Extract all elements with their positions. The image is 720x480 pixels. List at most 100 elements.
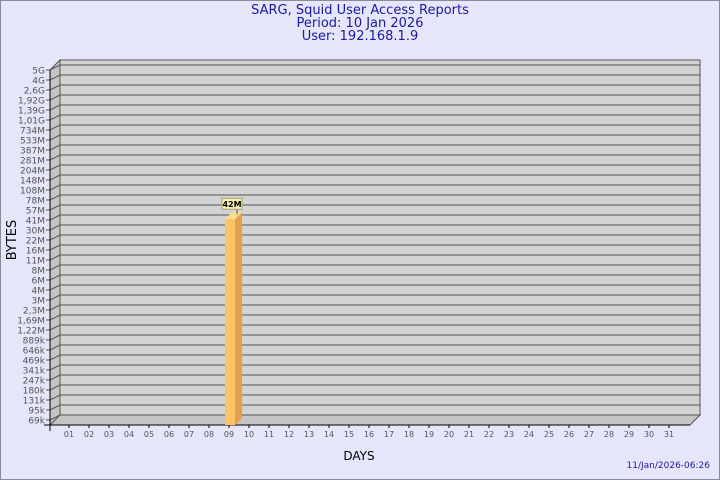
tick-mark: [49, 274, 61, 281]
y-tick-label: 646k: [23, 347, 46, 357]
tick-mark: [49, 244, 61, 251]
x-tick-label: 31: [664, 430, 674, 439]
x-tick-label: 26: [564, 430, 574, 439]
y-tick-label: 180k: [23, 387, 46, 397]
tick-mark: [49, 164, 61, 171]
y-tick-label: 204M: [20, 167, 45, 177]
y-tick-label: 108M: [20, 187, 45, 197]
tick-mark: [49, 134, 61, 141]
tick-mark: [49, 264, 61, 271]
y-tick-label: 1,22M: [17, 327, 45, 337]
tick-mark: [49, 364, 61, 371]
data-label: 42M: [222, 200, 241, 209]
x-axis-label: DAYS: [343, 449, 374, 463]
y-tick-label: 16M: [26, 247, 45, 257]
y-tick-label: 4M: [32, 287, 46, 297]
y-tick-label: 889k: [23, 337, 46, 347]
tick-mark: [49, 144, 61, 151]
y-tick-label: 734M: [20, 127, 45, 137]
chart-period: Period: 10 Jan 2026: [296, 16, 424, 31]
plot-left-wall: [49, 58, 61, 427]
y-tick-label: 41M: [26, 217, 45, 227]
tick-mark: [49, 294, 61, 301]
tick-mark: [49, 404, 61, 411]
x-tick-label: 08: [204, 430, 214, 439]
bar-top: [225, 212, 242, 220]
data-label-box: [221, 197, 243, 210]
y-tick-label: 5G: [32, 67, 45, 77]
x-tick-label: 12: [284, 430, 294, 439]
chart-title: SARG, Squid User Access Reports: [251, 3, 469, 18]
y-tick-label: 57M: [26, 207, 45, 217]
plot-back-wall: [59, 59, 701, 416]
y-tick-label: 341k: [23, 367, 46, 377]
generated-timestamp: 11/Jan/2026-06:26: [626, 461, 710, 471]
y-tick-label: 4G: [32, 77, 45, 87]
x-tick-label: 14: [324, 430, 334, 439]
x-tick-label: 20: [444, 430, 454, 439]
x-tick-label: 29: [624, 430, 634, 439]
tick-mark: [49, 94, 61, 101]
bar-side: [235, 212, 242, 425]
tick-mark: [49, 194, 61, 201]
x-tick-label: 22: [484, 430, 494, 439]
tick-mark: [49, 224, 61, 231]
x-tick-label: 05: [144, 430, 154, 439]
tick-mark: [49, 344, 61, 351]
tick-mark: [49, 204, 61, 211]
tick-mark: [49, 184, 61, 191]
tick-mark: [49, 64, 61, 71]
y-tick-label: 6M: [32, 277, 46, 287]
x-tick-label: 03: [104, 430, 114, 439]
x-tick-label: 18: [404, 430, 414, 439]
tick-mark: [49, 354, 61, 361]
x-tick-label: 30: [644, 430, 654, 439]
y-tick-label: 30M: [26, 227, 45, 237]
y-tick-label: 1,39G: [18, 107, 45, 117]
tick-mark: [49, 324, 61, 331]
tick-mark: [49, 374, 61, 381]
y-tick-label: 247k: [23, 377, 46, 387]
y-tick-label: 1,92G: [18, 97, 45, 107]
y-tick-label: 2,3M: [23, 307, 45, 317]
y-tick-label: 1,69M: [17, 317, 45, 327]
y-tick-label: 2,6G: [24, 87, 45, 97]
x-tick-label: 27: [584, 430, 594, 439]
y-tick-label: 22M: [26, 237, 45, 247]
x-tick-label: 16: [364, 430, 374, 439]
y-tick-label: 131k: [23, 397, 46, 407]
y-tick-label: 387M: [20, 147, 45, 157]
x-tick-label: 23: [504, 430, 514, 439]
x-tick-label: 24: [524, 430, 534, 439]
x-tick-label: 06: [164, 430, 174, 439]
tick-mark: [49, 114, 61, 121]
tick-mark: [49, 334, 61, 341]
y-tick-label: 11M: [26, 257, 45, 267]
x-tick-label: 01: [64, 430, 74, 439]
tick-mark: [49, 174, 61, 181]
x-tick-label: 21: [464, 430, 474, 439]
x-tick-label: 10: [244, 430, 254, 439]
y-axis-label: BYTES: [5, 220, 20, 261]
y-tick-label: 1,01G: [18, 117, 45, 127]
y-tick-label: 148M: [20, 177, 45, 187]
y-tick-label: 78M: [26, 197, 45, 207]
x-tick-label: 19: [424, 430, 434, 439]
y-tick-label: 95k: [28, 407, 45, 417]
x-tick-label: 25: [544, 430, 554, 439]
x-tick-label: 15: [344, 430, 354, 439]
tick-mark: [49, 74, 61, 81]
x-tick-label: 07: [184, 430, 194, 439]
tick-mark: [49, 234, 61, 241]
x-tick-label: 13: [304, 430, 314, 439]
y-tick-label: 8M: [32, 267, 46, 277]
y-tick-label: 3M: [32, 297, 46, 307]
tick-mark: [49, 124, 61, 131]
y-tick-label: 533M: [20, 137, 45, 147]
tick-mark: [49, 314, 61, 321]
bar-day-10: [225, 219, 235, 425]
tick-mark: [49, 254, 61, 261]
tick-mark: [49, 384, 61, 391]
tick-mark: [49, 84, 61, 91]
